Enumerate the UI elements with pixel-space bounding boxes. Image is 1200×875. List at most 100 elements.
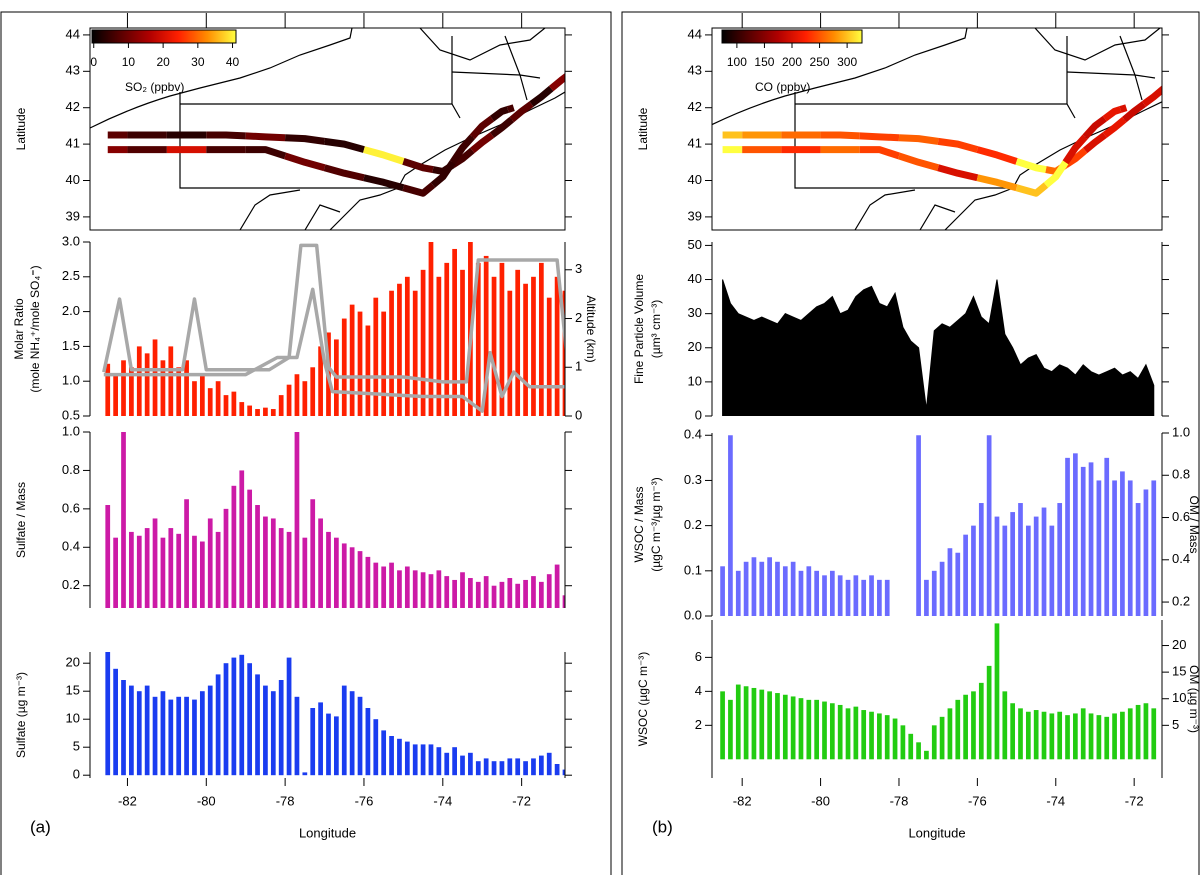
area — [722, 279, 1155, 416]
bar — [136, 535, 142, 608]
y2-tick-label: 1 — [575, 359, 582, 374]
bar — [373, 719, 379, 776]
bar — [955, 699, 961, 760]
y-tick-label: 0.4 — [684, 427, 702, 442]
bar — [389, 562, 394, 608]
bar — [571, 761, 576, 775]
bar — [223, 508, 229, 608]
bar — [468, 578, 473, 608]
bar — [1033, 516, 1039, 616]
bar — [1018, 503, 1023, 616]
bar — [302, 381, 308, 416]
bar — [822, 701, 827, 760]
bar — [105, 505, 111, 608]
track-segment — [548, 73, 565, 92]
bar — [294, 696, 300, 776]
bar — [986, 435, 992, 616]
bar — [971, 525, 976, 616]
bar — [160, 360, 166, 416]
bar — [978, 682, 984, 760]
panel-label: (b) — [652, 817, 673, 836]
bar — [160, 537, 166, 608]
track-segment — [859, 146, 901, 160]
colorbar-tick-label: 10 — [122, 55, 136, 69]
bar — [381, 730, 387, 776]
y2-tick-label: 10 — [1172, 690, 1186, 705]
plot-area — [107, 72, 565, 197]
track-segment — [206, 131, 246, 140]
bar — [136, 346, 142, 416]
y-axis-label: Molar Ratio — [12, 298, 26, 360]
bar — [499, 262, 505, 416]
panel-label: (a) — [30, 817, 51, 836]
track-segment — [1015, 158, 1047, 174]
bar — [759, 689, 765, 760]
bar — [892, 718, 898, 760]
y2-tick-label: 5 — [1172, 717, 1179, 732]
bar — [444, 576, 450, 608]
y2-axis-label: OM (µg m⁻³) — [1187, 665, 1200, 733]
bar — [176, 696, 182, 776]
bar — [798, 698, 804, 760]
bar — [412, 570, 418, 608]
bar — [475, 581, 481, 608]
bar — [278, 528, 284, 608]
bar — [397, 570, 402, 608]
colorbar-tick-label: 200 — [782, 55, 802, 69]
track-segment — [449, 134, 475, 165]
track-segment — [937, 164, 979, 182]
bar — [184, 360, 189, 416]
bar — [247, 663, 253, 776]
bar — [1088, 462, 1094, 616]
bar — [1025, 525, 1031, 616]
bar — [720, 566, 725, 616]
bar — [1080, 708, 1086, 760]
bar — [546, 297, 552, 416]
bar — [515, 758, 521, 776]
bar — [822, 575, 827, 616]
bar — [790, 696, 796, 760]
y-axis-label: Fine Particle Volume — [632, 274, 646, 384]
bar — [420, 744, 426, 776]
bar — [349, 547, 355, 608]
bar — [381, 566, 387, 608]
bar — [491, 276, 497, 416]
bar — [507, 758, 513, 776]
bar — [1112, 713, 1117, 760]
bar — [531, 576, 536, 608]
bar — [176, 533, 182, 608]
track-segment — [1102, 106, 1122, 122]
panel-frame — [621, 11, 1200, 875]
bar — [468, 752, 473, 776]
y-tick-label: 3.0 — [62, 233, 80, 248]
bar — [357, 311, 363, 416]
bar — [1120, 711, 1125, 760]
bar — [523, 579, 528, 608]
y-tick-label: 4 — [695, 683, 702, 698]
y-axis-label: (mole NH₄⁺/mole SO₄⁼) — [28, 265, 42, 392]
bar — [341, 318, 347, 416]
bar — [523, 283, 528, 416]
bar — [404, 741, 410, 776]
bar — [814, 570, 820, 616]
y-tick-label: 43 — [688, 63, 702, 78]
x-tick-label: -80 — [197, 793, 216, 808]
bar — [444, 262, 450, 416]
bar — [720, 691, 725, 760]
bar — [939, 561, 945, 616]
bar — [207, 518, 213, 608]
bar — [507, 578, 513, 608]
plot-area — [722, 85, 1162, 197]
track-segment — [1122, 101, 1147, 123]
bar — [483, 576, 489, 608]
y-tick-label: 0.0 — [684, 607, 702, 622]
bar — [916, 742, 921, 760]
map-outline — [90, 28, 565, 230]
bar — [947, 708, 953, 760]
x-tick-label: -80 — [811, 793, 830, 808]
track-segment — [897, 152, 940, 172]
bar — [853, 706, 859, 760]
x-tick-label: -74 — [433, 793, 452, 808]
bar — [247, 489, 253, 608]
y-tick-label: 40 — [66, 172, 80, 187]
